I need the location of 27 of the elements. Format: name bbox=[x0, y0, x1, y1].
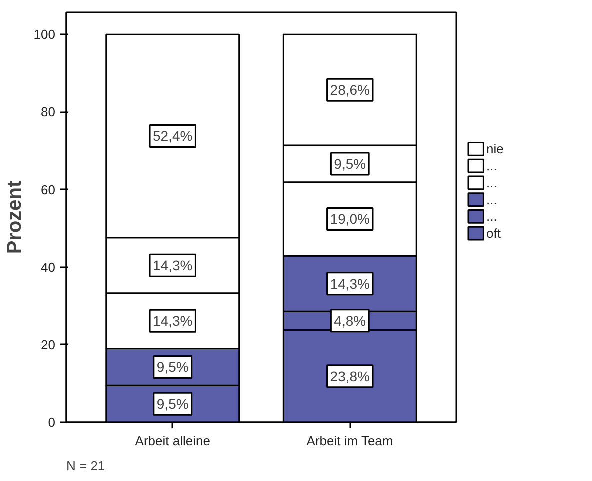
text: N = 21 bbox=[66, 458, 106, 474]
data-label: 14,3% bbox=[153, 313, 193, 330]
legend-label: ... bbox=[486, 192, 498, 208]
x-tick-label: Arbeit im Team bbox=[306, 434, 394, 448]
legend-label: ... bbox=[486, 158, 498, 174]
data-label: 14,3% bbox=[153, 258, 193, 274]
legend-label: oft bbox=[486, 226, 502, 242]
legend-label: ... bbox=[486, 175, 498, 190]
x-tick-label: Arbeit alleine bbox=[135, 434, 210, 448]
y-tick-label: 20 bbox=[41, 337, 56, 352]
y-tick-label: 100 bbox=[34, 27, 56, 42]
data-label: 9,5% bbox=[156, 359, 189, 376]
y-axis-title: Prozent bbox=[4, 180, 26, 254]
y-tick-label: 80 bbox=[41, 104, 56, 120]
data-label: 19,0% bbox=[330, 211, 370, 228]
data-label: 52,4% bbox=[153, 128, 193, 144]
legend-label: ... bbox=[486, 209, 498, 224]
data-label: 9,5% bbox=[334, 156, 366, 172]
data-label: 28,6% bbox=[330, 82, 370, 98]
data-label: 9,5% bbox=[156, 396, 189, 412]
legend-label: nie bbox=[486, 142, 504, 157]
data-label: 4,8% bbox=[334, 312, 366, 329]
y-tick-label: 0 bbox=[48, 415, 56, 430]
data-label: 23,8% bbox=[330, 368, 370, 384]
y-tick-label: 40 bbox=[41, 260, 56, 275]
y-tick-label: 60 bbox=[41, 182, 56, 198]
data-label: 14,3% bbox=[330, 276, 370, 292]
